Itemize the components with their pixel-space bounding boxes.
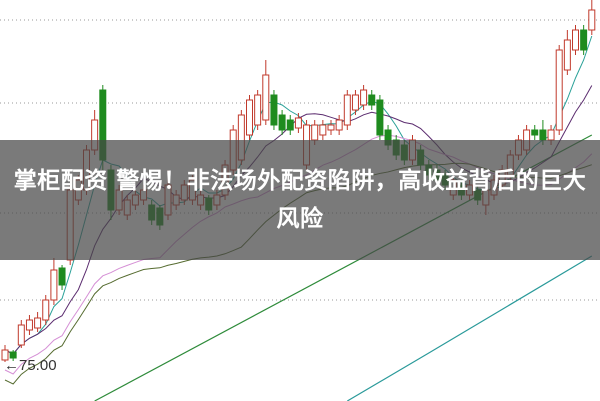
candle-body bbox=[1, 349, 9, 361]
candle-body bbox=[9, 351, 17, 359]
candle-body bbox=[50, 269, 58, 301]
candle-body bbox=[262, 74, 270, 121]
candle-body bbox=[335, 119, 343, 131]
candle-body bbox=[343, 94, 351, 126]
low-price-label: ←75.00 bbox=[4, 357, 57, 374]
headline-banner: 掌柜配资 警惕！非法场外配资陷阱，高收益背后的巨大风险 bbox=[0, 140, 600, 260]
candle-body bbox=[563, 39, 571, 71]
headline-text: 掌柜配资 警惕！非法场外配资陷阱，高收益背后的巨大风险 bbox=[13, 168, 587, 232]
candle-body bbox=[270, 94, 278, 126]
candle-body bbox=[539, 129, 547, 141]
candle-body bbox=[42, 299, 50, 321]
candle-body bbox=[368, 94, 376, 106]
candle-body bbox=[327, 124, 335, 131]
candle-body bbox=[25, 319, 33, 331]
candle-body bbox=[531, 129, 539, 136]
candle-body bbox=[294, 117, 302, 129]
arrow-left-icon: ← bbox=[4, 357, 19, 374]
candle-body bbox=[311, 124, 319, 141]
candle-body bbox=[34, 317, 42, 329]
candle-body bbox=[254, 94, 262, 126]
candle-body bbox=[286, 119, 294, 131]
low-price-value: 75.00 bbox=[19, 357, 57, 374]
candle-body bbox=[376, 99, 384, 136]
candle-body bbox=[319, 124, 327, 136]
candle-body bbox=[580, 29, 588, 51]
candle-body bbox=[547, 129, 555, 141]
candle-body bbox=[58, 267, 66, 286]
candle-body bbox=[555, 49, 563, 131]
candle-body bbox=[17, 324, 25, 346]
candle-body bbox=[588, 9, 596, 31]
candle-body bbox=[572, 29, 579, 51]
candle-body bbox=[278, 114, 286, 131]
candle-body bbox=[351, 94, 359, 111]
moving-average-long2 bbox=[346, 255, 593, 401]
candle-body bbox=[360, 89, 368, 106]
candle-body bbox=[246, 99, 253, 136]
